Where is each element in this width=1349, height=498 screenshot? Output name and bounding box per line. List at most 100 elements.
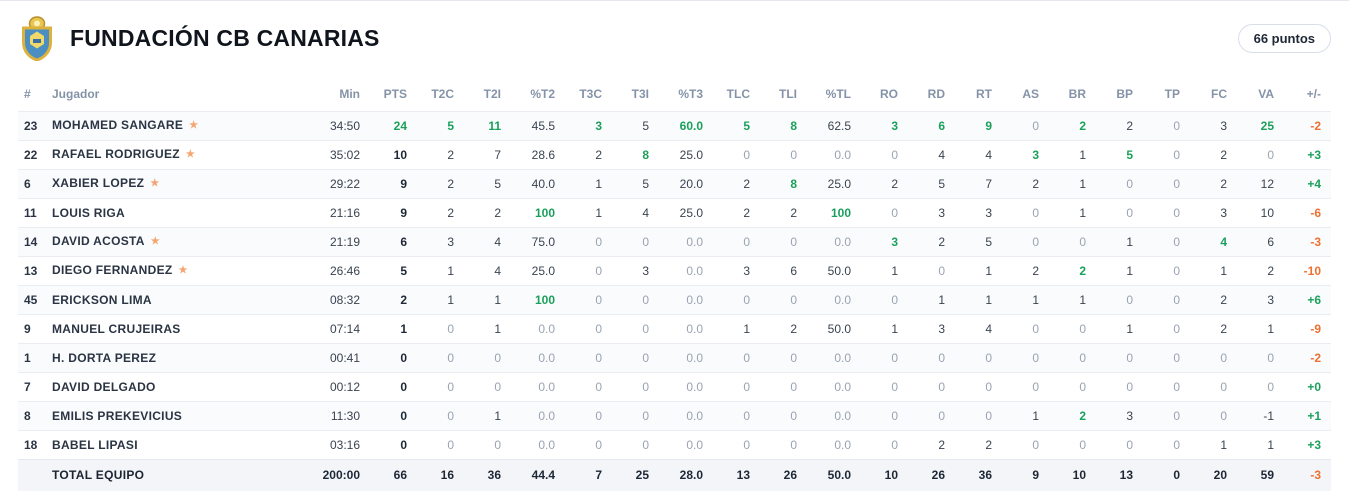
total-row-spacer — [18, 459, 52, 491]
player-name-label: DAVID DELGADO — [52, 379, 156, 394]
stat-rt: 1 — [985, 263, 992, 278]
stat-va: 3 — [1267, 292, 1274, 307]
player-name[interactable]: DIEGO FERNANDEZ ★ — [52, 256, 306, 285]
stat-t3c: 0 — [595, 263, 602, 278]
player-name[interactable]: BABEL LIPASI — [52, 430, 306, 459]
player-name[interactable]: LOUIS RIGA — [52, 198, 306, 227]
player-name[interactable]: EMILIS PREKEVICIUS — [52, 401, 306, 430]
player-row: 13 DIEGO FERNANDEZ ★ 26:46 5 1 4 25.0 0 3 0.0 3 6 50.… — [18, 256, 1331, 285]
player-row: 22 RAFAEL RODRIGUEZ ★ 35:02 10 2 7 28.6 2 8 25.0 0 0… — [18, 140, 1331, 169]
stat-t2c: 16 — [440, 468, 454, 483]
stat-ptl: 0.0 — [834, 350, 851, 365]
stat-rd: 5 — [938, 176, 945, 191]
stat-pt3: 0.0 — [686, 292, 703, 307]
stat-t2i: 7 — [494, 147, 501, 162]
column-header-tlc: TLC — [726, 86, 750, 101]
stat-tli: 0 — [790, 379, 797, 394]
stat-pts: 24 — [393, 118, 407, 133]
player-number: 13 — [24, 263, 38, 278]
stat-pt3: 25.0 — [679, 147, 703, 162]
stat-pm: +0 — [1307, 379, 1321, 394]
player-name[interactable]: DAVID ACOSTA ★ — [52, 227, 306, 256]
starter-star-icon: ★ — [178, 265, 188, 276]
stat-t3i: 0 — [642, 350, 649, 365]
stat-t2c: 1 — [447, 263, 454, 278]
column-header-ptl: %TL — [825, 86, 851, 101]
stat-rd: 0 — [938, 408, 945, 423]
player-number: 22 — [24, 147, 38, 162]
stat-pm: +6 — [1307, 292, 1321, 307]
stat-fc: 0 — [1220, 408, 1227, 423]
player-row: 6 XABIER LOPEZ ★ 29:22 9 2 5 40.0 1 5 20.0 2 8 25.0 2 5… — [18, 169, 1331, 198]
stat-pt3: 0.0 — [686, 263, 703, 278]
player-name-label: MANUEL CRUJEIRAS — [52, 321, 181, 336]
player-name-label: DAVID ACOSTA — [52, 234, 145, 248]
stat-min: 200:00 — [322, 468, 360, 483]
stat-pt3: 0.0 — [686, 321, 703, 336]
stat-t2c: 0 — [447, 350, 454, 365]
stat-pm: -9 — [1310, 321, 1321, 336]
stat-pts: 66 — [393, 468, 407, 483]
player-name[interactable]: MANUEL CRUJEIRAS — [52, 314, 306, 343]
player-name[interactable]: MOHAMED SANGARE ★ — [52, 111, 306, 140]
stat-t3i: 3 — [642, 263, 649, 278]
stat-pt2: 28.6 — [531, 147, 555, 162]
stat-fc: 1 — [1220, 263, 1227, 278]
stat-va: -1 — [1263, 408, 1274, 423]
column-header-ro: RO — [880, 86, 898, 101]
stats-body: 23 MOHAMED SANGARE ★ 34:50 24 5 11 45.5 3 5 60.0 5 8… — [18, 111, 1331, 459]
stat-as: 0 — [1032, 118, 1039, 133]
stat-va: 0 — [1267, 147, 1274, 162]
stat-pts: 0 — [400, 350, 407, 365]
stat-pm: -3 — [1310, 468, 1321, 483]
stat-br: 0 — [1079, 379, 1086, 394]
stat-t3i: 0 — [642, 321, 649, 336]
stat-t3c: 0 — [595, 379, 602, 394]
stat-br: 2 — [1079, 263, 1086, 278]
stat-pt2: 0.0 — [538, 437, 555, 452]
stat-min: 21:16 — [329, 205, 360, 220]
stat-bp: 1 — [1126, 263, 1133, 278]
column-header-t3c: T3C — [579, 86, 602, 101]
player-name[interactable]: XABIER LOPEZ ★ — [52, 169, 306, 198]
player-name[interactable]: H. DORTA PEREZ — [52, 343, 306, 372]
stat-pt3: 60.0 — [679, 118, 703, 133]
stat-t2i: 1 — [494, 408, 501, 423]
total-label: TOTAL EQUIPO — [52, 468, 145, 483]
stat-t2c: 0 — [447, 437, 454, 452]
player-name[interactable]: RAFAEL RODRIGUEZ ★ — [52, 140, 306, 169]
stat-tp: 0 — [1173, 118, 1180, 133]
stat-rd: 26 — [931, 468, 945, 483]
stat-tlc: 5 — [743, 118, 750, 133]
stat-tp: 0 — [1173, 321, 1180, 336]
stat-pt2: 100 — [534, 292, 555, 307]
stats-table-head: # Jugador Min PTS T2C T2I %T2 T3C T3I %T3 TLC TLI %T… — [18, 77, 1331, 111]
stat-rt: 3 — [985, 205, 992, 220]
stat-rd: 1 — [938, 292, 945, 307]
column-header-rd: RD — [927, 86, 945, 101]
player-name[interactable]: DAVID DELGADO — [52, 372, 306, 401]
stat-va: 12 — [1260, 176, 1274, 191]
player-name[interactable]: ERICKSON LIMA — [52, 285, 306, 314]
stat-bp: 0 — [1126, 176, 1133, 191]
stat-pts: 9 — [400, 205, 407, 220]
player-row: 1 H. DORTA PEREZ 00:41 0 0 0 0.0 0 0 0.0 0 0 0.0 0 0 0 0… — [18, 343, 1331, 372]
stat-fc: 1 — [1220, 437, 1227, 452]
stat-tp: 0 — [1173, 205, 1180, 220]
column-header-br: BR — [1068, 86, 1086, 101]
column-header-tli: TLI — [779, 86, 797, 101]
player-row: 11 LOUIS RIGA 21:16 9 2 2 100 1 4 25.0 2 2 100 0 3 3 0 1 0… — [18, 198, 1331, 227]
stat-pts: 1 — [400, 321, 407, 336]
player-name-label: DIEGO FERNANDEZ — [52, 263, 173, 277]
column-header-player: Jugador — [52, 86, 100, 101]
stat-pt2: 75.0 — [531, 234, 555, 249]
player-number: 7 — [24, 379, 31, 394]
player-number: 14 — [24, 234, 38, 249]
stat-t3i: 0 — [642, 292, 649, 307]
player-name-label: EMILIS PREKEVICIUS — [52, 408, 183, 423]
stat-fc: 2 — [1220, 176, 1227, 191]
column-header-t2i: T2I — [483, 86, 501, 101]
stat-t2c: 5 — [447, 118, 454, 133]
player-name-label: LOUIS RIGA — [52, 205, 126, 220]
stat-t3c: 0 — [595, 292, 602, 307]
